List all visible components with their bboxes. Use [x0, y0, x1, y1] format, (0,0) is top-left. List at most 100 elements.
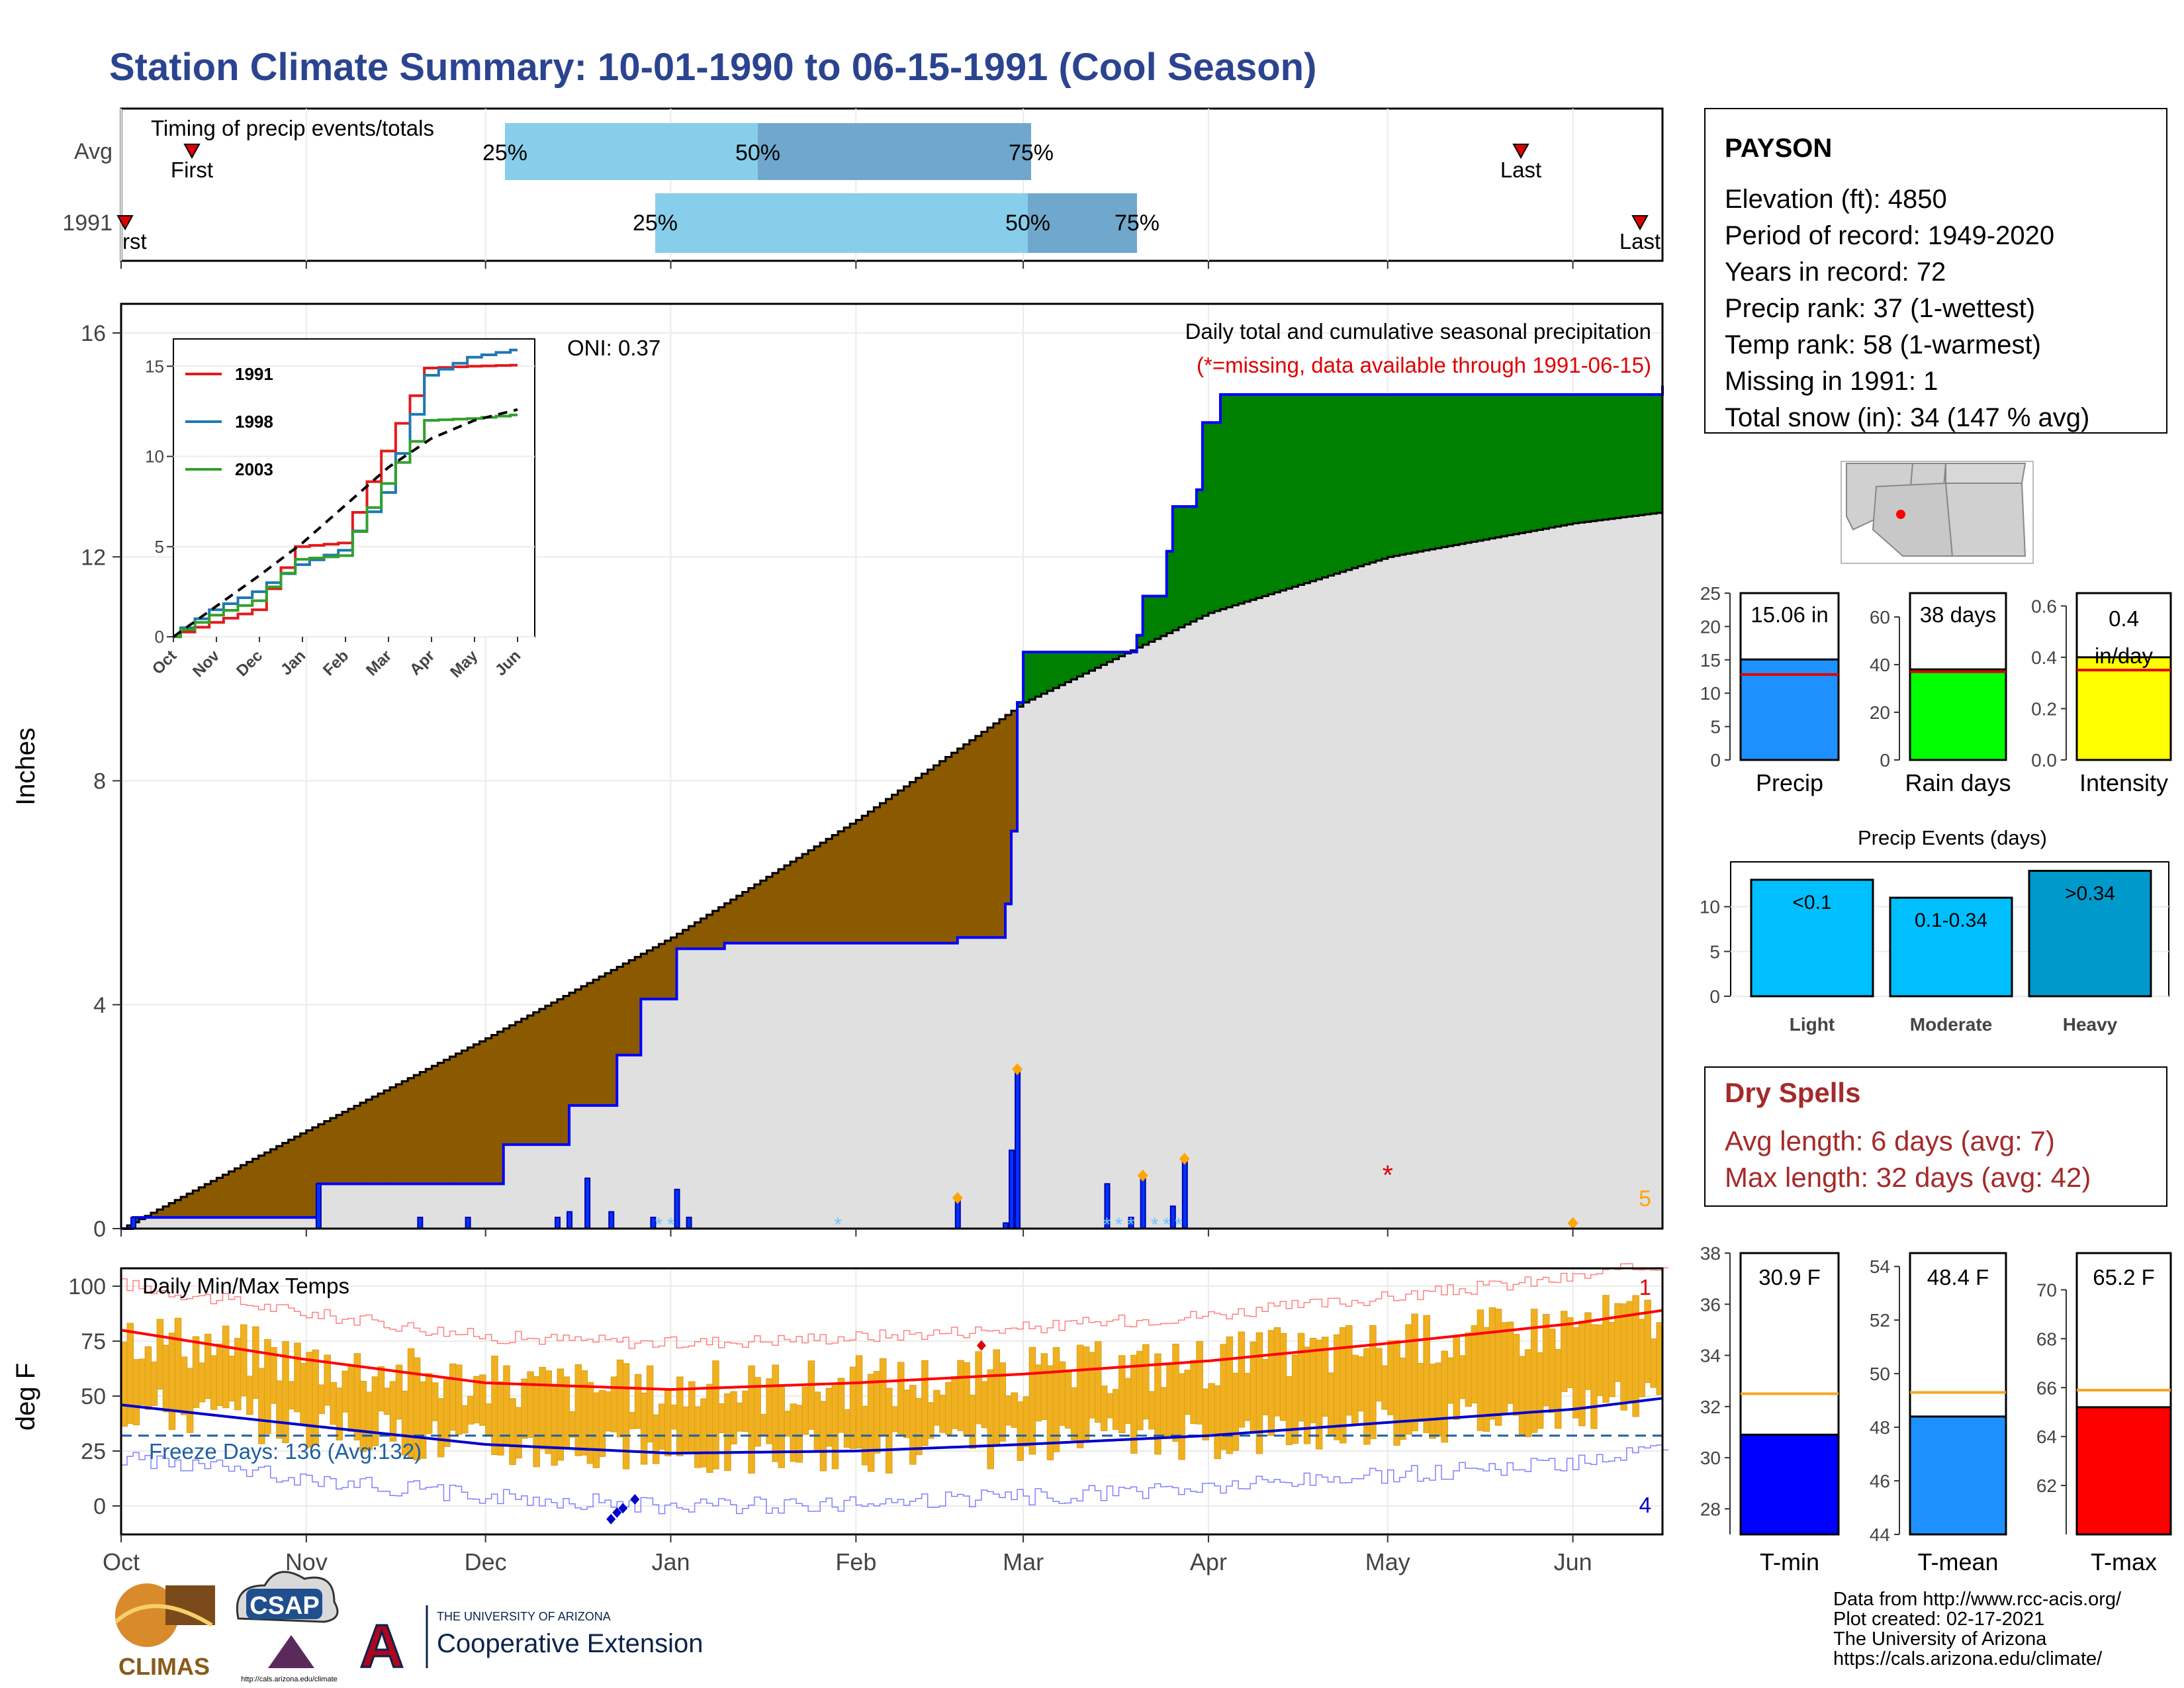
deficit-region	[420, 1072, 426, 1184]
daily-temp-bar	[885, 1387, 893, 1474]
precip-ytick-label: 4	[93, 993, 106, 1018]
deficit-region	[312, 1127, 319, 1218]
daily-temp-bar	[1536, 1352, 1544, 1429]
timing-1991-last-marker	[1631, 215, 1649, 231]
raindays-value-label: 38 days	[1920, 602, 1997, 627]
daily-temp-bar	[1202, 1388, 1209, 1440]
station-info-line: Total snow (in): 34 (147 % avg)	[1725, 403, 2089, 432]
daily-temp-bar	[1136, 1350, 1144, 1430]
month-label: Nov	[285, 1548, 328, 1575]
daily-temp-bar	[742, 1390, 749, 1432]
tmin-ytick-label: 38	[1700, 1243, 1721, 1264]
tmin-ytick-label: 34	[1700, 1346, 1721, 1366]
surplus-region	[1220, 395, 1227, 610]
snow-marker: *	[667, 1214, 675, 1236]
tmax-ytick-label: 66	[2036, 1378, 2057, 1398]
surplus-region	[1053, 652, 1060, 688]
timing-1991-last-label: Last	[1619, 229, 1661, 254]
surplus-region	[1166, 551, 1173, 633]
daily-temp-bar	[1548, 1329, 1556, 1413]
tmax-ytick-label: 68	[2036, 1329, 2057, 1349]
surplus-region	[1363, 395, 1371, 565]
daily-temp-bar	[252, 1326, 259, 1399]
surplus-region	[1118, 652, 1126, 657]
surplus-region	[1286, 395, 1293, 589]
daily-temp-bar	[616, 1359, 624, 1438]
deficit-region	[270, 1149, 277, 1218]
daily-temp-bar	[1447, 1357, 1455, 1404]
deficit-region	[653, 947, 660, 1000]
missing-data-marker: *	[1383, 1160, 1393, 1191]
daily-temp-bar	[180, 1356, 188, 1415]
precip-events-title: Precip Events (days)	[1858, 826, 2047, 849]
daily-temp-bar	[933, 1389, 940, 1426]
surplus-region	[1334, 395, 1341, 574]
surplus-region	[1154, 596, 1161, 639]
daily-temp-bar	[873, 1371, 881, 1454]
precip-ylabel: Inches	[11, 727, 40, 806]
daily-temp-bar	[449, 1363, 457, 1431]
deficit-region	[222, 1174, 230, 1218]
precip-ytick-label: 12	[81, 545, 106, 570]
temp-panel-label: Daily Min/Max Temps	[142, 1274, 349, 1298]
daily-temp-bar	[1441, 1350, 1449, 1443]
surplus-region	[1525, 395, 1532, 532]
deficit-region	[563, 996, 570, 1145]
deficit-region	[724, 903, 731, 943]
surplus-region	[1375, 395, 1383, 561]
daily-temp-bar	[843, 1409, 851, 1448]
daily-temp-bar	[1172, 1343, 1179, 1442]
deficit-region	[533, 1012, 540, 1145]
deficit-region	[479, 1041, 486, 1184]
deficit-region	[599, 976, 606, 1105]
tmax-bar	[2075, 1406, 2172, 1536]
deficit-region	[210, 1181, 218, 1218]
daily-temp-bar	[1046, 1365, 1054, 1460]
deficit-region	[700, 918, 707, 949]
deficit-region	[443, 1059, 451, 1184]
precip-events-ytick-label: 5	[1709, 941, 1720, 962]
daily-temp-bar	[610, 1376, 618, 1432]
deficit-region	[342, 1111, 349, 1184]
record-low-marker	[630, 1494, 640, 1505]
deficit-region	[432, 1066, 439, 1184]
daily-temp-bar	[1435, 1362, 1442, 1437]
daily-temp-bar	[1076, 1344, 1084, 1448]
deficit-region	[993, 723, 1000, 938]
daily-temp-bar	[1345, 1325, 1353, 1416]
temp-frame	[120, 1267, 1664, 1536]
station-info-line: Missing in 1991: 1	[1725, 367, 1938, 396]
footer-credit-line: The University of Arizona	[1833, 1628, 2047, 1650]
daily-temp-bar	[1094, 1341, 1102, 1423]
daily-temp-bar	[718, 1403, 725, 1433]
surplus-region	[1041, 652, 1048, 694]
daily-temp-bar	[1261, 1359, 1269, 1416]
surplus-region	[1447, 395, 1454, 546]
daily-temp-bar	[778, 1387, 786, 1468]
surplus-region	[1077, 652, 1083, 677]
deficit-region	[127, 1225, 134, 1229]
daily-temp-bar	[551, 1383, 558, 1466]
month-label: Feb	[835, 1548, 876, 1575]
deficit-region	[844, 827, 850, 943]
deficit-region	[886, 798, 893, 943]
surplus-region	[1202, 422, 1209, 616]
tmin-ytick-label: 36	[1700, 1294, 1721, 1315]
surplus-region	[1256, 395, 1263, 598]
daily-temp-bar	[1567, 1317, 1574, 1388]
deficit-region	[963, 744, 970, 938]
dry-spells-avg: Avg length: 6 days (avg: 7)	[1725, 1125, 2055, 1156]
deficit-region	[766, 876, 773, 943]
daily-temp-bar	[533, 1376, 540, 1468]
surplus-region	[1531, 395, 1538, 531]
daily-temp-bar	[1040, 1353, 1048, 1420]
surplus-region	[1632, 395, 1639, 516]
daily-temp-bar	[1411, 1313, 1418, 1432]
deficit-region	[880, 803, 887, 943]
daily-temp-bar	[1650, 1338, 1657, 1388]
daily-precip-bar	[417, 1217, 424, 1230]
surplus-region	[1369, 395, 1377, 563]
deficit-region	[491, 1035, 498, 1184]
precip-events-category: Moderate	[1910, 1014, 1992, 1035]
